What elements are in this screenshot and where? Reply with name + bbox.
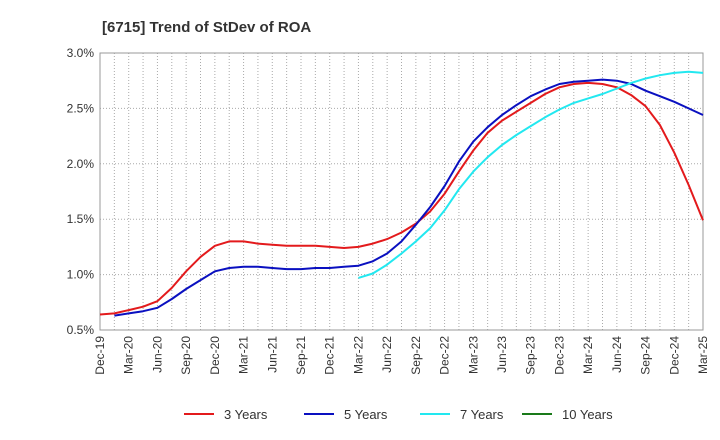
x-tick-label: Jun-22: [380, 336, 394, 373]
series-line-3-years: [99, 81, 704, 316]
x-tick-label: Jun-23: [495, 336, 509, 373]
x-tick-label: Sep-21: [294, 336, 308, 375]
x-tick-label: Sep-23: [524, 336, 538, 375]
y-tick-label: 1.0%: [67, 268, 95, 282]
y-tick-label: 2.0%: [67, 157, 95, 171]
series-line-7-years: [358, 70, 704, 279]
y-axis: 0.5% 1.0% 1.5% 2.0% 2.5% 3.0%: [67, 46, 95, 337]
x-tick-label: Dec-24: [667, 336, 681, 375]
x-tick-label: Dec-22: [438, 336, 452, 375]
x-tick-label: Jun-20: [150, 336, 164, 373]
x-tick-label: Sep-20: [179, 336, 193, 375]
legend-label: 5 Years: [344, 407, 388, 422]
x-tick-label: Mar-22: [351, 336, 365, 374]
plot-area: [99, 52, 704, 331]
legend-label: 10 Years: [562, 407, 613, 422]
x-tick-label: Jun-21: [265, 336, 279, 373]
x-tick-label: Mar-20: [122, 336, 136, 374]
x-tick-label: Sep-24: [639, 336, 653, 375]
x-tick-label: Dec-20: [208, 336, 222, 375]
x-tick-label: Mar-25: [696, 336, 710, 374]
y-tick-label: 3.0%: [67, 46, 95, 60]
x-axis: Dec-19 Mar-20 Jun-20 Sep-20 Dec-20 Mar-21 Jun-…: [93, 336, 710, 375]
x-tick-label: Dec-21: [323, 336, 337, 375]
series-line-5-years: [114, 78, 704, 317]
y-tick-label: 2.5%: [67, 101, 95, 115]
x-tick-label: Mar-21: [237, 336, 251, 374]
y-tick-label: 0.5%: [67, 323, 95, 337]
x-tick-label: Dec-19: [93, 336, 107, 375]
x-tick-label: Sep-22: [409, 336, 423, 375]
y-tick-label: 1.5%: [67, 212, 95, 226]
legend-label: 7 Years: [460, 407, 504, 422]
x-tick-label: Mar-23: [466, 336, 480, 374]
x-tick-label: Jun-24: [610, 336, 624, 373]
x-tick-label: Dec-23: [552, 336, 566, 375]
chart-title: [6715] Trend of StDev of ROA: [102, 19, 311, 36]
legend-label: 3 Years: [224, 407, 268, 422]
series-lines: [99, 70, 704, 317]
legend: 3 Years 5 Years 7 Years 10 Years: [184, 407, 613, 422]
grid: [100, 53, 703, 330]
x-tick-label: Mar-24: [581, 336, 595, 374]
